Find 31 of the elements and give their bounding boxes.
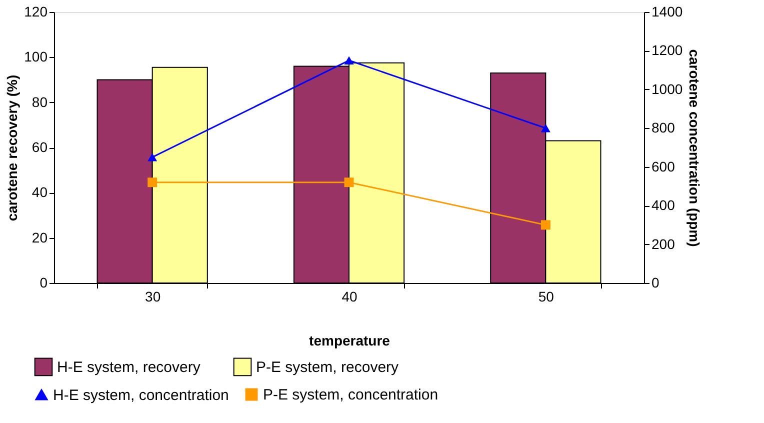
x-tick-label: 50 <box>538 288 554 304</box>
legend-label: H-E system, recovery <box>57 358 201 376</box>
y-axis-title: carotene recovery (%) <box>4 74 20 222</box>
y-tick-label: 0 <box>40 274 48 290</box>
x-tick-label: 40 <box>342 288 358 304</box>
point <box>540 220 550 230</box>
y2-axis-title: carotene concentration (ppm) <box>686 49 703 247</box>
y2-tick-label: 1000 <box>652 80 683 97</box>
y2-tick-label: 1200 <box>652 42 683 58</box>
point <box>540 124 550 132</box>
point <box>344 178 354 188</box>
y2-tick-label: 200 <box>652 236 676 252</box>
point <box>344 56 354 64</box>
point <box>148 153 158 162</box>
legend-label: H-E system, concentration <box>53 386 229 404</box>
y-tick-label: 60 <box>32 139 48 155</box>
y2-tick-label: 400 <box>652 197 676 214</box>
y-tick-label: 100 <box>24 48 48 65</box>
legend-label: P-E system, concentration <box>263 386 438 404</box>
y2-tick-label: 600 <box>652 158 676 174</box>
x-axis-title: temperature <box>309 332 390 348</box>
legend-label: P-E system, recovery <box>256 358 400 376</box>
x-tick-label: 30 <box>145 288 161 304</box>
y-tick-label: 120 <box>24 4 48 20</box>
point <box>148 178 158 188</box>
y-tick-label: 20 <box>32 229 48 246</box>
y2-tick-label: 800 <box>652 120 676 136</box>
y2-tick-label: 0 <box>652 274 660 290</box>
y-tick-label: 80 <box>32 94 48 110</box>
y2-tick-label: 1400 <box>652 4 683 20</box>
y-tick-label: 40 <box>32 184 48 200</box>
